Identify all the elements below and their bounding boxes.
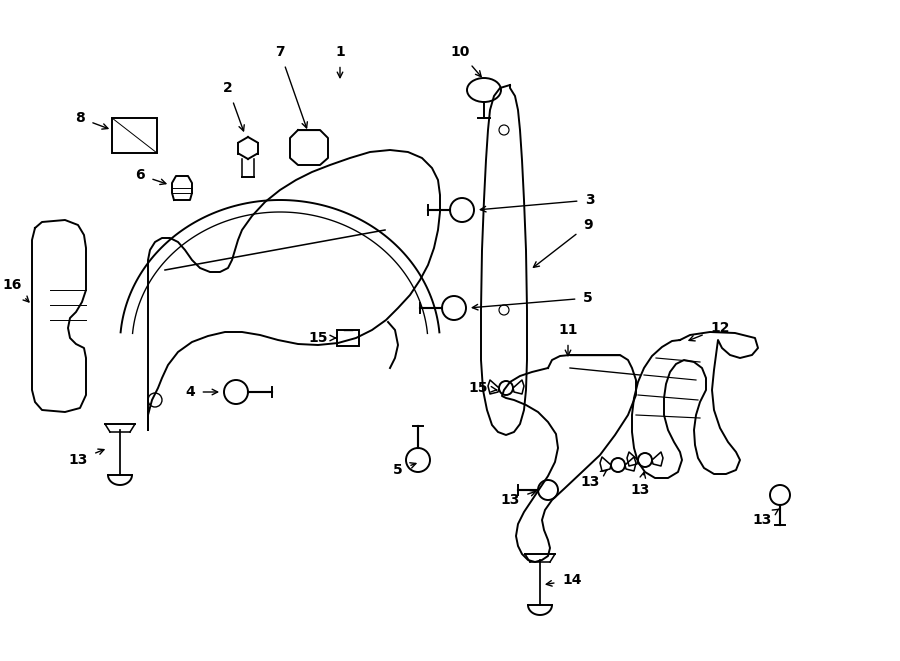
Text: 11: 11 bbox=[558, 323, 578, 356]
Text: 13: 13 bbox=[630, 472, 650, 497]
Text: 13: 13 bbox=[580, 470, 608, 489]
Bar bbox=[112, 118, 157, 153]
Text: 15: 15 bbox=[468, 381, 497, 395]
Text: 14: 14 bbox=[546, 573, 581, 587]
Text: 2: 2 bbox=[223, 81, 244, 131]
Text: 3: 3 bbox=[481, 193, 595, 212]
Text: 16: 16 bbox=[3, 278, 29, 302]
Text: 1: 1 bbox=[335, 45, 345, 78]
Text: 13: 13 bbox=[500, 490, 536, 507]
Text: 5: 5 bbox=[393, 463, 416, 477]
Text: 12: 12 bbox=[689, 321, 730, 341]
Text: 13: 13 bbox=[68, 449, 104, 467]
Text: 5: 5 bbox=[472, 291, 593, 310]
Text: 10: 10 bbox=[450, 45, 482, 77]
Text: 8: 8 bbox=[75, 111, 108, 129]
Text: 6: 6 bbox=[135, 168, 166, 184]
Text: 15: 15 bbox=[308, 331, 337, 345]
Text: 13: 13 bbox=[752, 509, 779, 527]
Text: 7: 7 bbox=[275, 45, 308, 128]
Text: 9: 9 bbox=[534, 218, 593, 267]
Bar bbox=[337, 330, 359, 346]
Text: 4: 4 bbox=[185, 385, 218, 399]
